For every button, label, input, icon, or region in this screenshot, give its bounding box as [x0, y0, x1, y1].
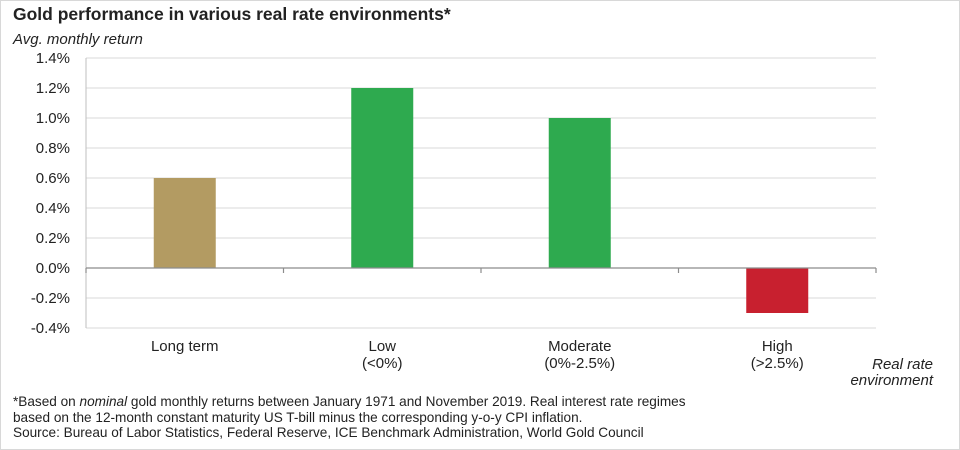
y-tick-label: -0.4%	[31, 320, 70, 337]
y-axis-label: Avg. monthly return	[13, 31, 143, 48]
footnote-source: Source: Bureau of Labor Statistics, Fede…	[13, 425, 644, 440]
footnote-line-1-pre: *Based on	[13, 394, 80, 409]
bar-2	[548, 118, 611, 268]
y-tick-label: 0.2%	[36, 230, 70, 247]
footnote-line-1-emphasis: nominal	[79, 394, 128, 409]
y-tick-label: 1.0%	[36, 110, 70, 127]
x-category-label: Long term	[151, 338, 219, 355]
x-axis-label: Real rate	[872, 356, 933, 373]
y-tick-label: 1.4%	[36, 50, 70, 67]
y-tick-label: 0.4%	[36, 200, 70, 217]
footnote-line-2: based on the 12-month constant maturity …	[13, 409, 583, 425]
footnote: *Based on nominal gold monthly returns b…	[13, 394, 948, 441]
x-category-label: High	[762, 338, 793, 355]
y-tick-label: 0.8%	[36, 140, 70, 157]
bar-3	[746, 268, 809, 313]
y-tick-label: 0.6%	[36, 170, 70, 187]
chart-title: Gold performance in various real rate en…	[13, 4, 451, 24]
x-category-label: Low	[368, 338, 396, 355]
bar-0	[153, 178, 216, 268]
x-category-label: (0%-2.5%)	[544, 355, 615, 372]
x-category-label: (<0%)	[362, 355, 402, 372]
x-category-label: Moderate	[548, 338, 611, 355]
footnote-line-1: *Based on nominal gold monthly returns b…	[13, 394, 948, 410]
y-tick-label: 1.2%	[36, 80, 70, 97]
y-tick-label: -0.2%	[31, 290, 70, 307]
y-tick-label: 0.0%	[36, 260, 70, 277]
footnote-line-1-post: gold monthly returns between January 197…	[127, 394, 686, 409]
x-axis-label: environment	[850, 372, 933, 389]
bar-1	[351, 88, 414, 268]
x-category-label: (>2.5%)	[751, 355, 804, 372]
